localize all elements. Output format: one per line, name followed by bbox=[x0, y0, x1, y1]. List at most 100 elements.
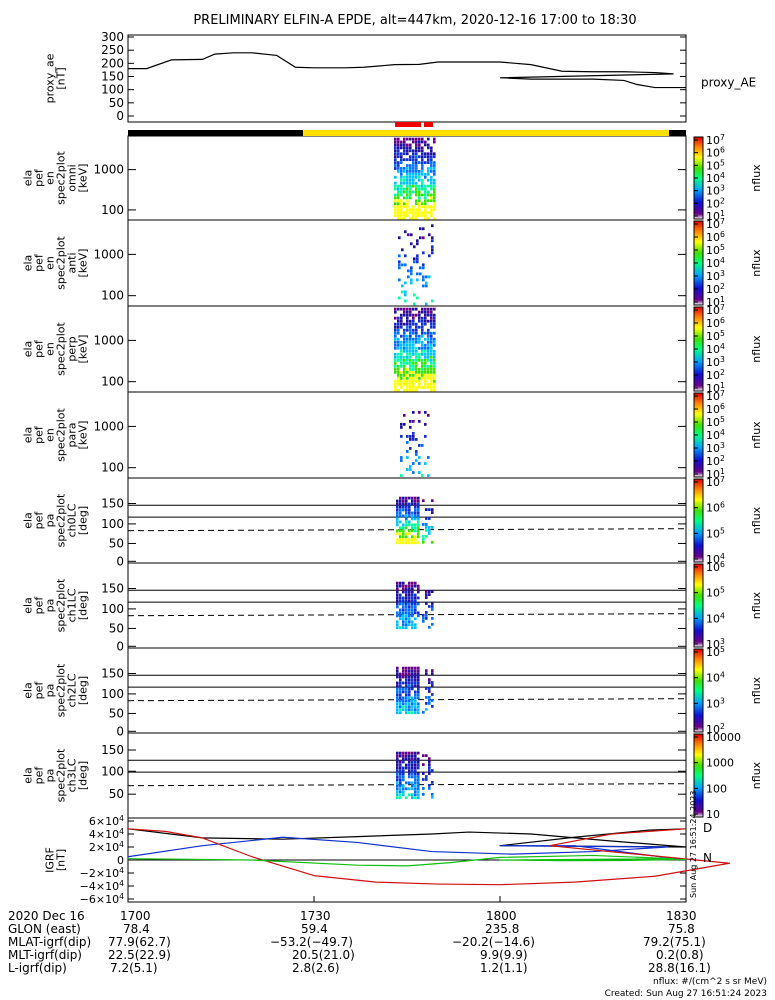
spectrogram-cell bbox=[397, 364, 400, 368]
spectrogram-cell bbox=[406, 367, 409, 371]
spectrogram-cell bbox=[399, 626, 402, 630]
spectrogram-cell bbox=[418, 319, 421, 323]
spectrogram-cell bbox=[411, 517, 414, 521]
spectrogram-cell bbox=[433, 137, 436, 141]
spectrogram-cell bbox=[411, 581, 414, 585]
spectrogram-cell bbox=[412, 346, 415, 350]
spectrogram-cell bbox=[417, 502, 420, 506]
spectrogram-cell bbox=[415, 373, 418, 377]
colorbar: 10 100 1000 10000 nflux bbox=[693, 731, 763, 821]
spectrogram-cell bbox=[421, 172, 424, 176]
spectrogram-cell bbox=[427, 413, 430, 417]
spectrogram-cell bbox=[397, 331, 400, 335]
spectrogram-cell bbox=[408, 763, 411, 767]
spectrogram-cell bbox=[403, 340, 406, 344]
y-axis-label: ela bbox=[22, 170, 35, 187]
spectrogram-cell bbox=[405, 781, 408, 785]
spectrogram-cell bbox=[433, 352, 436, 356]
spectrogram-cell bbox=[404, 263, 407, 267]
spectrogram-cell bbox=[399, 693, 402, 697]
spectrogram-cell bbox=[396, 620, 399, 624]
spectrogram-cell bbox=[400, 155, 403, 159]
spectrogram-cell bbox=[415, 146, 418, 150]
spectrogram-cell bbox=[412, 343, 415, 347]
spectrogram-cell bbox=[415, 364, 418, 368]
spectrogram-cell bbox=[433, 337, 436, 341]
spectrogram-cell bbox=[433, 205, 436, 209]
spectrogram-cell bbox=[400, 352, 403, 356]
spectrogram-cell bbox=[405, 708, 408, 712]
spectrogram-cell bbox=[400, 217, 403, 220]
spectrogram-cell bbox=[412, 462, 415, 465]
spectrogram-cell bbox=[397, 367, 400, 371]
y-axis-label: [keV] bbox=[77, 335, 90, 364]
y-axis-label: ch2LC bbox=[66, 673, 79, 707]
spectrogram-cell bbox=[415, 325, 418, 329]
spectrogram-cell bbox=[409, 346, 412, 350]
bar-segment-black bbox=[669, 130, 686, 136]
spectrogram-cell bbox=[406, 164, 409, 167]
spectrogram-cell bbox=[412, 316, 415, 320]
spectrogram-cell bbox=[397, 307, 400, 311]
spectrogram-cell bbox=[411, 626, 414, 630]
spectrogram-cell bbox=[424, 140, 427, 144]
spectrogram-cell bbox=[430, 164, 433, 167]
spectrogram-cell bbox=[411, 596, 414, 600]
spectrogram-cell bbox=[394, 140, 397, 144]
spectrogram-cell bbox=[413, 245, 416, 249]
spectrogram-cell bbox=[418, 208, 421, 212]
spectrogram-cell bbox=[394, 337, 397, 341]
spectrogram-cell bbox=[415, 184, 418, 188]
spectrogram-cell bbox=[403, 217, 406, 220]
spectrogram-cell bbox=[396, 684, 399, 688]
spectrogram-cell bbox=[399, 705, 402, 709]
y-tick-label: 4×104 bbox=[89, 827, 124, 842]
spectrogram-cell bbox=[411, 611, 414, 615]
spectrogram-cell bbox=[430, 214, 433, 217]
spectrogram-cell bbox=[408, 669, 411, 673]
igrf-series-line bbox=[127, 854, 687, 867]
y-tick-label: 50 bbox=[109, 787, 124, 801]
spectrogram-cell bbox=[422, 284, 425, 288]
spectrogram-cell bbox=[405, 502, 408, 506]
spectrogram-cell bbox=[424, 382, 427, 386]
spectrogram-cell bbox=[414, 678, 417, 682]
spectrogram-cell bbox=[402, 760, 405, 764]
spectrogram-cell bbox=[394, 322, 397, 326]
spectrogram-cell bbox=[403, 149, 406, 153]
spectrogram-cell bbox=[400, 140, 403, 144]
spectrogram-cell bbox=[415, 459, 418, 462]
y-tick-label: 100 bbox=[101, 289, 124, 303]
spectrogram-cell bbox=[408, 590, 411, 594]
spectrogram-cell bbox=[405, 593, 408, 597]
spectrogram-cell bbox=[428, 593, 431, 596]
colorbar-tick-label: 103 bbox=[706, 441, 725, 456]
spectrogram-cell bbox=[396, 760, 399, 764]
spectrogram-cell bbox=[406, 167, 409, 170]
spectrogram-cell bbox=[430, 175, 433, 179]
spectrogram-cell bbox=[408, 769, 411, 773]
bar-segment-black bbox=[128, 130, 303, 136]
spectrogram-cell bbox=[399, 775, 402, 779]
y-axis-label: IGRF bbox=[44, 847, 57, 873]
dashed-loss-cone-line bbox=[127, 783, 687, 787]
spectrogram-cell bbox=[425, 672, 428, 676]
spectrogram-cell bbox=[411, 766, 414, 770]
spectrogram-cell bbox=[414, 538, 417, 542]
spectrogram-cell bbox=[418, 146, 421, 150]
spectrogram-cell bbox=[408, 678, 411, 682]
spectrogram-cell bbox=[431, 499, 434, 503]
spectrogram-cell bbox=[433, 199, 436, 203]
spectrogram-cell bbox=[415, 155, 418, 159]
spectrogram-cell bbox=[414, 605, 417, 609]
dashed-loss-cone-line bbox=[127, 528, 687, 532]
y-tick-label: 150 bbox=[101, 70, 124, 84]
spectrogram-cell bbox=[402, 599, 405, 603]
y-tick-label: 100 bbox=[101, 687, 124, 701]
spectrogram-cell bbox=[431, 669, 434, 673]
spectrogram-cell bbox=[404, 290, 407, 294]
spectrogram-cell bbox=[430, 361, 433, 365]
